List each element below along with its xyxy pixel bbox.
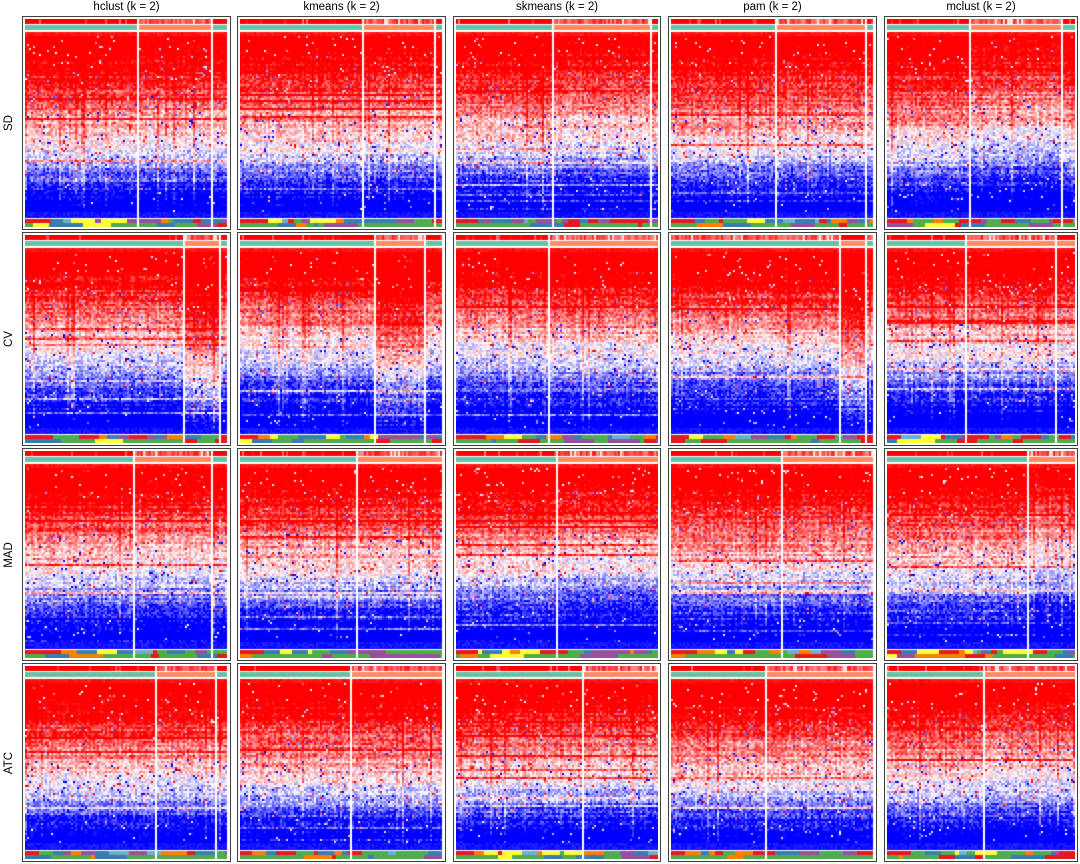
column-title-hclust: hclust (k = 2) (93, 1, 160, 13)
column-title-kmeans: kmeans (k = 2) (303, 1, 380, 13)
heatmap-canvas-sd-hclust (25, 19, 228, 227)
heatmap-canvas-cv-skmeans (456, 235, 658, 443)
heatmap-canvas-atc-skmeans (456, 666, 658, 859)
heatmap-canvas-atc-hclust (25, 666, 228, 859)
heatmap-panel-sd-pam (668, 16, 877, 230)
column-title-mclust: mclust (k = 2) (946, 1, 1016, 13)
row-label-atc: ATC (3, 751, 15, 774)
heatmap-panel-sd-kmeans (237, 16, 446, 230)
heatmap-panel-cv-mclust (884, 232, 1078, 446)
heatmap-panel-mad-hclust (22, 448, 231, 661)
heatmap-panel-atc-kmeans (237, 663, 446, 862)
heatmap-canvas-cv-hclust (25, 235, 228, 443)
heatmap-panel-atc-mclust (884, 663, 1078, 862)
row-label-mad: MAD (3, 541, 15, 568)
heatmap-canvas-mad-pam (671, 451, 874, 658)
heatmap-canvas-sd-skmeans (456, 19, 658, 227)
heatmap-canvas-atc-kmeans (240, 666, 443, 859)
heatmap-canvas-sd-pam (671, 19, 874, 227)
column-title-skmeans: skmeans (k = 2) (515, 1, 599, 13)
heatmap-panel-sd-hclust (22, 16, 231, 230)
heatmap-canvas-cv-kmeans (240, 235, 443, 443)
column-title-pam: pam (k = 2) (743, 1, 802, 13)
heatmap-canvas-cv-pam (671, 235, 874, 443)
row-label-cv: CV (3, 331, 15, 347)
heatmap-panel-cv-pam (668, 232, 877, 446)
heatmap-panel-sd-mclust (884, 16, 1078, 230)
heatmap-panel-cv-hclust (22, 232, 231, 446)
heatmap-canvas-mad-mclust (887, 451, 1075, 658)
heatmap-canvas-mad-skmeans (456, 451, 658, 658)
heatmap-panel-cv-skmeans (453, 232, 661, 446)
heatmap-canvas-sd-mclust (887, 19, 1075, 227)
heatmap-panel-mad-kmeans (237, 448, 446, 661)
heatmap-canvas-atc-mclust (887, 666, 1075, 859)
heatmap-canvas-cv-mclust (887, 235, 1075, 443)
heatmap-panel-mad-pam (668, 448, 877, 661)
heatmap-canvas-sd-kmeans (240, 19, 443, 227)
row-label-sd: SD (3, 115, 15, 131)
heatmap-panel-atc-skmeans (453, 663, 661, 862)
heatmap-panel-cv-kmeans (237, 232, 446, 446)
heatmap-panel-atc-hclust (22, 663, 231, 862)
heatmap-canvas-atc-pam (671, 666, 874, 859)
heatmap-panel-atc-pam (668, 663, 877, 862)
heatmap-canvas-mad-kmeans (240, 451, 443, 658)
heatmap-panel-mad-skmeans (453, 448, 661, 661)
heatmap-canvas-mad-hclust (25, 451, 228, 658)
heatmap-panel-sd-skmeans (453, 16, 661, 230)
heatmap-panel-mad-mclust (884, 448, 1078, 661)
